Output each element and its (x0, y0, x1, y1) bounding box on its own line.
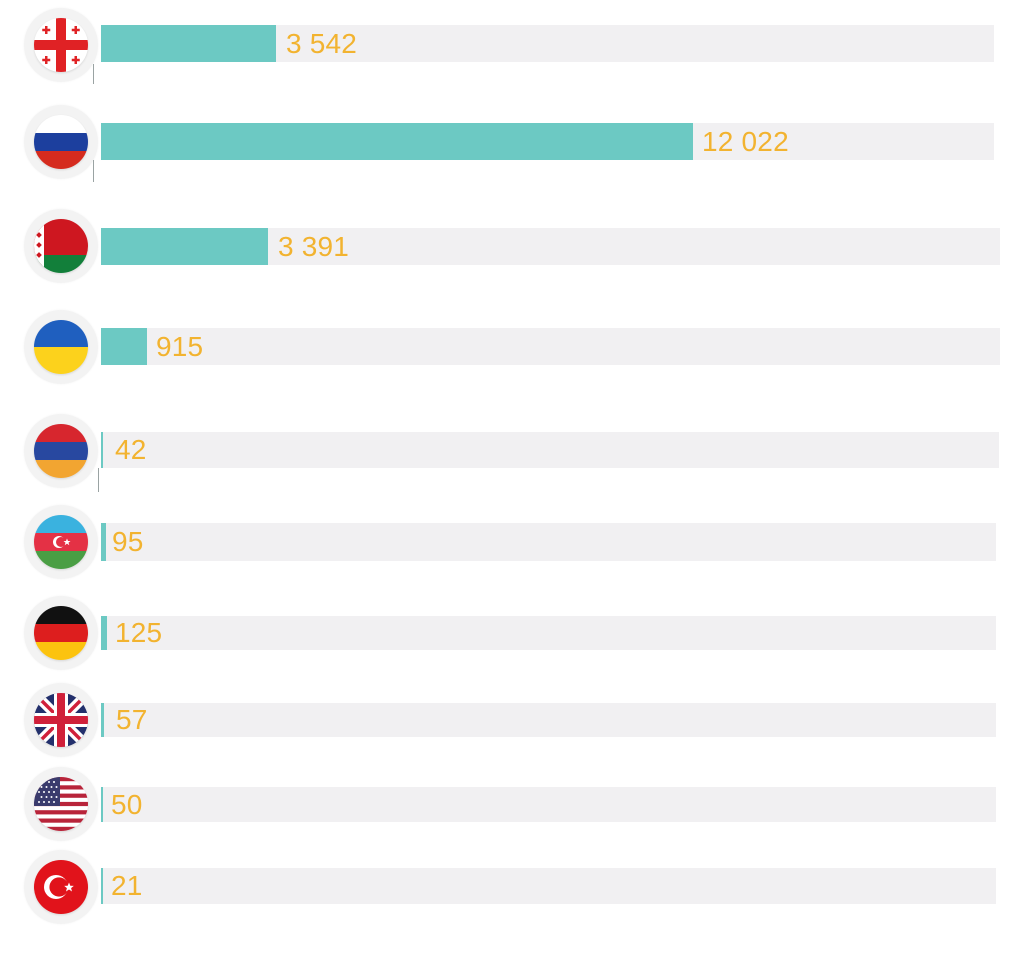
bar-russia (101, 123, 693, 160)
uk-flag-icon (34, 693, 88, 747)
flag-ring (24, 683, 98, 757)
flag-ring (24, 414, 98, 488)
value-label: 125 (115, 617, 163, 648)
chart-row-united-kingdom: 57 (0, 683, 1024, 757)
chart-row-russia: 12 022 (0, 105, 1024, 182)
bar-track: 21 (101, 868, 996, 904)
bar-armenia (101, 432, 103, 468)
bar-track: 915 (101, 328, 1000, 365)
flag-ring (24, 105, 98, 179)
belarus-flag-icon (34, 219, 88, 273)
bar-track: 50 (101, 787, 996, 822)
bar-georgia (101, 25, 276, 62)
armenia-flag-icon (34, 424, 88, 478)
axis-tick (93, 160, 94, 182)
flag-ring (24, 767, 98, 841)
turkey-flag-icon (34, 860, 88, 914)
axis-tick (93, 64, 94, 84)
chart-row-ukraine: 915 (0, 310, 1024, 384)
value-label: 3 391 (278, 230, 350, 262)
bar-turkey (101, 868, 103, 904)
bar-track: 42 (101, 432, 999, 468)
bar-track: 125 (101, 616, 996, 650)
value-label: 50 (111, 788, 143, 820)
chart-row-georgia: 3 542 (0, 8, 1024, 84)
bar-ukraine (101, 328, 147, 365)
flag-ring (24, 596, 98, 670)
usa-flag-icon (34, 777, 88, 831)
chart-row-united-states: 50 (0, 767, 1024, 841)
chart-row-azerbaijan: 95 (0, 505, 1024, 579)
chart-row-belarus: 3 391 (0, 209, 1024, 283)
value-label: 915 (156, 330, 204, 362)
flag-ring (24, 209, 98, 283)
bar-azerbaijan (101, 523, 106, 561)
flag-ring (24, 310, 98, 384)
bar-track: 57 (101, 703, 996, 737)
bar-track: 3 542 (101, 25, 994, 62)
flag-ring (24, 850, 98, 924)
value-label: 42 (115, 434, 147, 465)
value-label: 3 542 (286, 27, 358, 59)
chart-row-turkey: 21 (0, 850, 1024, 924)
flag-ring (24, 8, 98, 82)
bar-belarus (101, 228, 268, 265)
value-label: 95 (112, 526, 144, 557)
value-label: 57 (116, 704, 148, 735)
bar-track: 12 022 (101, 123, 994, 160)
bar-united-kingdom (101, 703, 104, 737)
bar-united-states (101, 787, 103, 822)
georgia-flag-icon (34, 18, 88, 72)
ukraine-flag-icon (34, 320, 88, 374)
bar-germany (101, 616, 107, 650)
value-label: 21 (111, 870, 143, 901)
chart-row-germany: 125 (0, 596, 1024, 670)
russia-flag-icon (34, 115, 88, 169)
germany-flag-icon (34, 606, 88, 660)
flag-ring (24, 505, 98, 579)
azerbaijan-flag-icon (34, 515, 88, 569)
bar-track: 95 (101, 523, 996, 561)
axis-tick (98, 468, 99, 492)
chart-row-armenia: 42 (0, 414, 1024, 492)
value-label: 12 022 (702, 125, 789, 157)
bar-track: 3 391 (101, 228, 1000, 265)
